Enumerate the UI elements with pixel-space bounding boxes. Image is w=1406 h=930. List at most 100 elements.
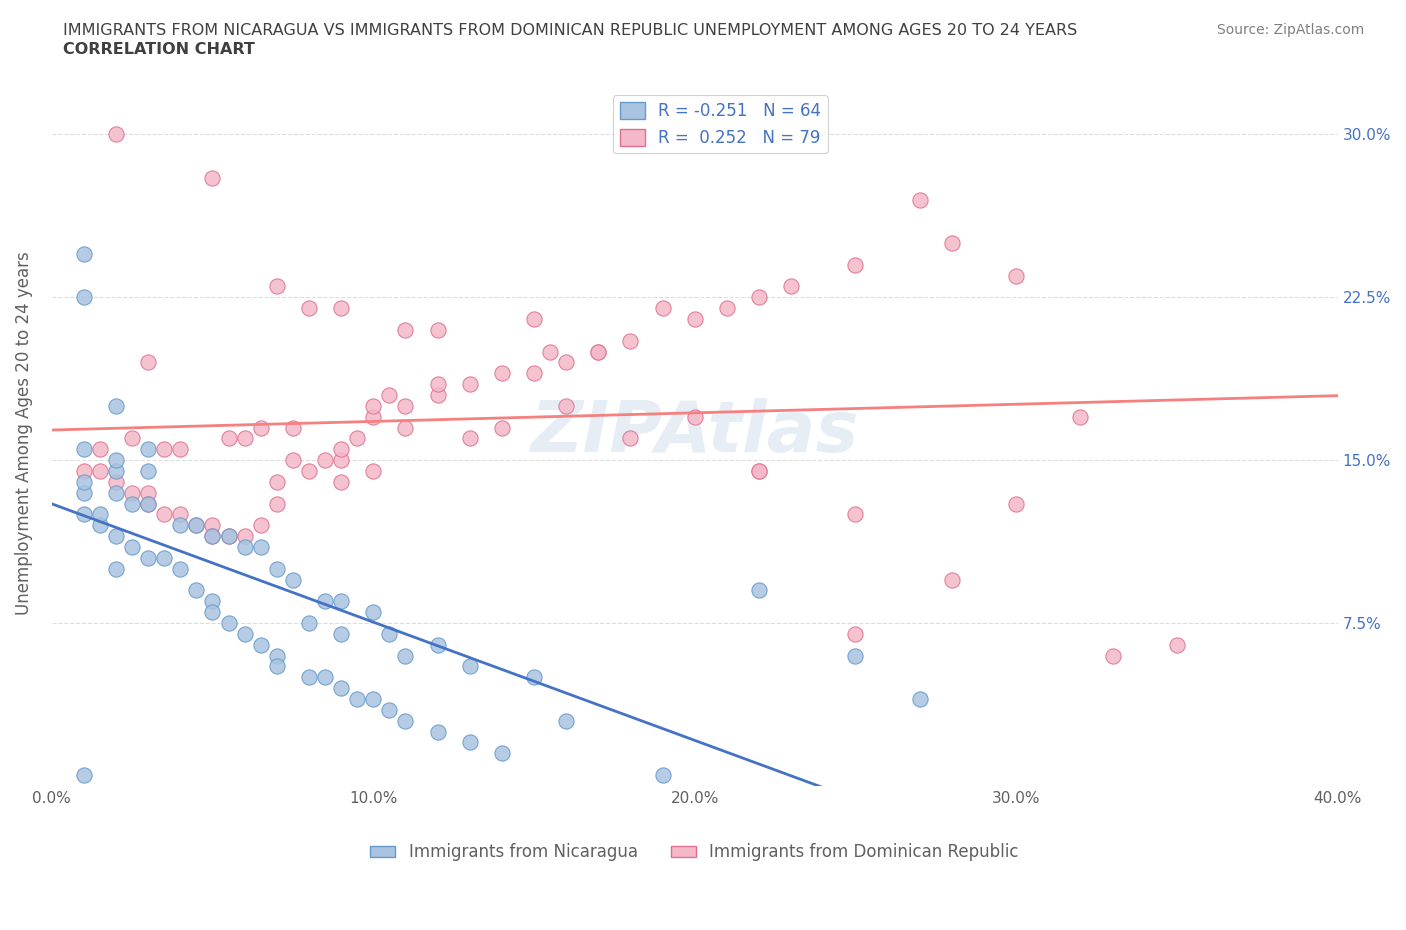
Point — [186, 583, 208, 598]
Point — [844, 648, 866, 663]
Point — [314, 670, 336, 684]
Point — [249, 539, 271, 554]
Point — [153, 507, 176, 522]
Point — [73, 290, 96, 305]
Point — [523, 670, 546, 684]
Point — [266, 474, 288, 489]
Point — [249, 637, 271, 652]
Point — [361, 398, 384, 413]
Point — [1005, 268, 1028, 283]
Point — [330, 442, 353, 457]
Point — [748, 290, 770, 305]
Point — [780, 279, 803, 294]
Point — [555, 713, 578, 728]
Point — [314, 453, 336, 468]
Point — [330, 300, 353, 315]
Point — [89, 463, 111, 478]
Point — [491, 420, 513, 435]
Point — [73, 463, 96, 478]
Point — [218, 616, 240, 631]
Point — [361, 463, 384, 478]
Point — [426, 388, 449, 403]
Point — [491, 746, 513, 761]
Point — [394, 420, 416, 435]
Point — [249, 518, 271, 533]
Point — [233, 431, 256, 445]
Point — [426, 637, 449, 652]
Text: CORRELATION CHART: CORRELATION CHART — [63, 42, 254, 57]
Point — [186, 518, 208, 533]
Point — [298, 670, 321, 684]
Point — [105, 127, 128, 142]
Point — [136, 496, 159, 511]
Point — [458, 659, 481, 674]
Point — [555, 398, 578, 413]
Point — [136, 551, 159, 565]
Point — [555, 355, 578, 370]
Point — [458, 735, 481, 750]
Point — [458, 431, 481, 445]
Point — [941, 572, 963, 587]
Point — [201, 594, 224, 609]
Point — [426, 724, 449, 739]
Point — [330, 594, 353, 609]
Point — [233, 539, 256, 554]
Point — [218, 528, 240, 543]
Point — [844, 507, 866, 522]
Point — [89, 442, 111, 457]
Point — [105, 463, 128, 478]
Point — [491, 365, 513, 380]
Point — [298, 300, 321, 315]
Point — [346, 431, 368, 445]
Point — [394, 713, 416, 728]
Point — [523, 312, 546, 326]
Point — [266, 279, 288, 294]
Point — [169, 562, 191, 577]
Point — [908, 193, 931, 207]
Point — [748, 463, 770, 478]
Point — [121, 496, 143, 511]
Point — [73, 767, 96, 782]
Text: Source: ZipAtlas.com: Source: ZipAtlas.com — [1216, 23, 1364, 37]
Point — [105, 453, 128, 468]
Point — [201, 604, 224, 619]
Point — [651, 767, 673, 782]
Point — [1101, 648, 1123, 663]
Point — [361, 604, 384, 619]
Point — [73, 507, 96, 522]
Point — [330, 474, 353, 489]
Point — [941, 235, 963, 250]
Point — [136, 496, 159, 511]
Point — [218, 431, 240, 445]
Point — [249, 420, 271, 435]
Point — [89, 507, 111, 522]
Point — [281, 453, 304, 468]
Point — [361, 692, 384, 707]
Point — [121, 431, 143, 445]
Point — [458, 377, 481, 392]
Point — [1069, 409, 1091, 424]
Point — [378, 702, 401, 717]
Point — [136, 463, 159, 478]
Point — [73, 246, 96, 261]
Point — [201, 528, 224, 543]
Point — [105, 562, 128, 577]
Legend: Immigrants from Nicaragua, Immigrants from Dominican Republic: Immigrants from Nicaragua, Immigrants fr… — [364, 837, 1025, 868]
Point — [266, 562, 288, 577]
Point — [298, 463, 321, 478]
Point — [619, 333, 641, 348]
Point — [169, 507, 191, 522]
Point — [651, 300, 673, 315]
Point — [169, 442, 191, 457]
Point — [426, 323, 449, 338]
Point — [266, 648, 288, 663]
Point — [105, 398, 128, 413]
Point — [105, 485, 128, 500]
Point — [218, 528, 240, 543]
Point — [361, 409, 384, 424]
Point — [394, 648, 416, 663]
Point — [330, 453, 353, 468]
Point — [378, 627, 401, 642]
Point — [73, 442, 96, 457]
Point — [619, 431, 641, 445]
